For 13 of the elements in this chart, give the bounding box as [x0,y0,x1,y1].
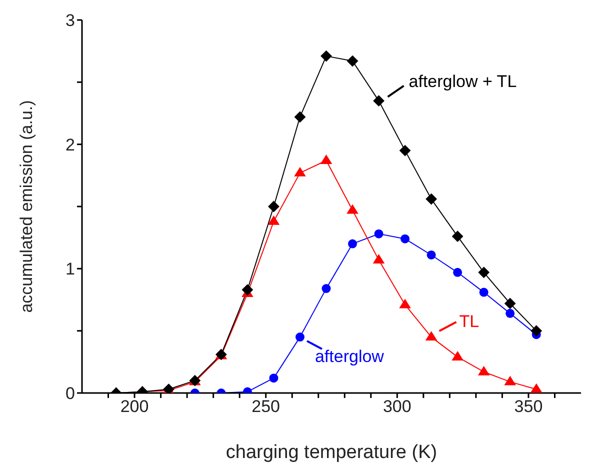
y-tick-label: 0 [66,384,75,404]
y-tick-label: 3 [66,11,75,30]
legend-label: TL [459,312,480,332]
x-tick-label: 250 [252,397,280,416]
x-tick-label: 300 [382,397,412,416]
y-tick-label: 1 [66,260,75,279]
x-axis-title: charging temperature (K) [226,442,438,463]
y-tick-label: 2 [66,135,75,154]
x-tick-label: 200 [120,397,149,416]
legend-label: afterglow + TL [408,72,517,91]
y-axis-title: accumulated emission (a.u.) [17,100,36,313]
x-tick-label: 350 [514,397,543,416]
series-label: afterglow [314,347,385,366]
